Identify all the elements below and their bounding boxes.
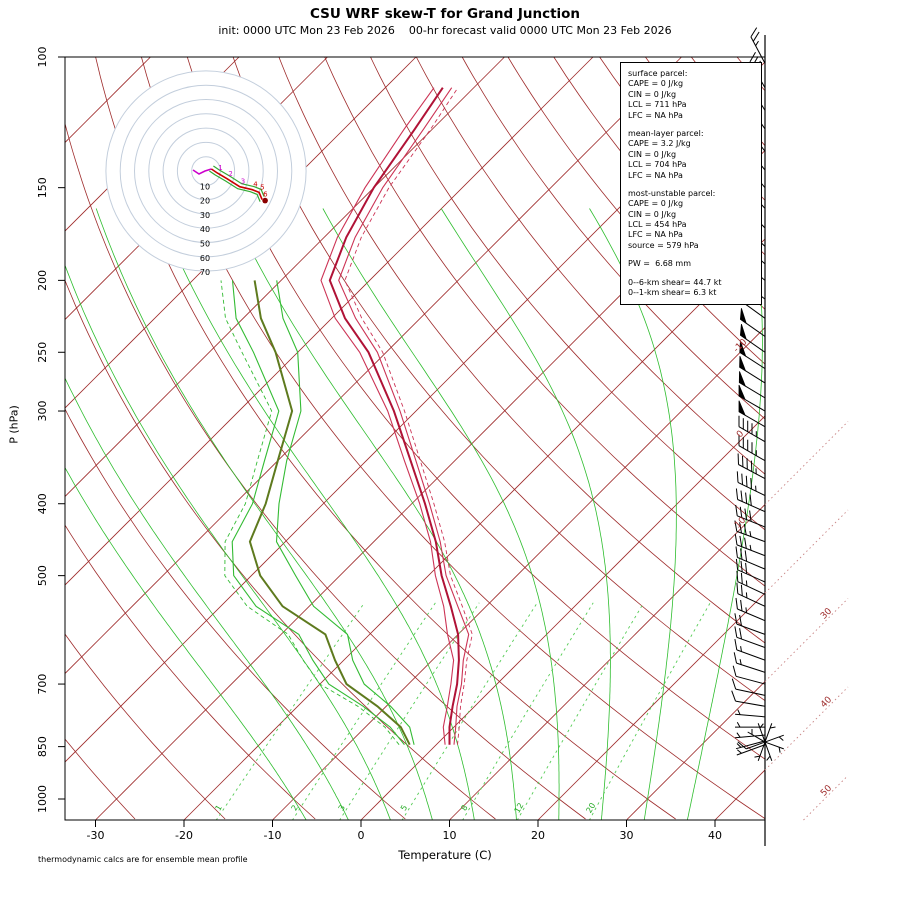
- hodograph-km-label: 5: [260, 183, 264, 191]
- pressure-tick-label: 200: [36, 270, 49, 291]
- parcel-section-title: surface parcel:: [628, 69, 688, 78]
- hodograph-ring-label: 10: [200, 182, 210, 191]
- parcel-info-line: LFC = NA hPa: [628, 110, 683, 120]
- hodograph-km-label: 6: [263, 191, 268, 199]
- mixing-ratio-label: 1: [214, 803, 224, 812]
- temperature-tick-label: -20: [175, 829, 193, 842]
- pressure-tick-label: 850: [36, 736, 49, 757]
- parcel-section: mean-layer parcel: CAPE = 3.2 J/kg CIN = 0…: [628, 129, 754, 181]
- mixing-ratio-label: 8: [459, 803, 469, 812]
- sounding-profiles: [220, 87, 473, 746]
- hodograph-ring-label: 60: [200, 254, 210, 263]
- chart-subtitle: init: 0000 UTC Mon 23 Feb 2026 00-hr for…: [218, 24, 672, 37]
- temperature-tick-label: 30: [620, 829, 634, 842]
- hodograph-km-label: 1: [218, 164, 222, 172]
- isotherm-label: 40: [819, 695, 834, 710]
- parcel-section: most-unstable parcel: CAPE = 0 J/kg CIN = …: [628, 189, 754, 251]
- temperature-tick-label: 40: [708, 829, 722, 842]
- hodograph-km-label: 4: [253, 181, 258, 189]
- mixing-ratio-label: 2: [290, 803, 300, 812]
- parcel-info-line: LCL = 711 hPa: [628, 100, 687, 110]
- hodograph-ring-label: 40: [200, 225, 210, 234]
- hodograph: 10 20 30 40 50 60 70 12 3 4 56: [105, 70, 307, 277]
- temperature-tick-label: 20: [531, 829, 545, 842]
- parcel-info-line: CAPE = 0 J/kg: [628, 79, 684, 89]
- parcel-info-line: LCL = 704 hPa: [628, 160, 687, 170]
- hodograph-ring-label: 50: [200, 240, 210, 249]
- parcel-info-line: CAPE = 3.2 J/kg: [628, 139, 691, 149]
- pressure-tick-label: 250: [36, 342, 49, 363]
- pressure-tick-label: 150: [36, 177, 49, 198]
- parcel-info-line: LCL = 454 hPa: [628, 220, 687, 230]
- hodograph-ring-label: 30: [200, 211, 210, 220]
- hodograph-ring-label: 70: [200, 268, 210, 277]
- parcel-section-title: most-unstable parcel:: [628, 188, 716, 198]
- mixing-ratio-label: 20: [584, 801, 597, 814]
- x-axis-label: Temperature (C): [398, 848, 492, 862]
- footer-note: thermodynamic calcs are for ensemble mea…: [38, 855, 248, 864]
- shear-line: 0--6-km shear= 44.7 kt: [628, 277, 722, 287]
- parcel-info-line: CIN = 0 J/kg: [628, 89, 677, 99]
- mixing-ratio-label: 12: [513, 801, 526, 814]
- parcel-info-line: source = 579 hPa: [628, 240, 699, 250]
- temperature-tick-label: -10: [264, 829, 282, 842]
- temperature-tick-label: -30: [87, 829, 105, 842]
- parcel-info-line: CAPE = 0 J/kg: [628, 199, 684, 209]
- pressure-tick-label: 1000: [36, 785, 49, 813]
- pressure-tick-label: 700: [36, 674, 49, 695]
- mixing-ratio-label: 5: [399, 803, 409, 812]
- y-axis-label: P (hPa): [7, 405, 21, 444]
- hodograph-km-label: 2: [228, 170, 232, 178]
- chart-title: CSU WRF skew-T for Grand Junction: [309, 6, 581, 22]
- isotherm-label: 0: [735, 429, 746, 440]
- mixing-ratio-label: 3: [337, 803, 347, 812]
- shear-line: 0--1-km shear= 6.3 kt: [628, 288, 717, 298]
- parcel-info-line: CIN = 0 J/kg: [628, 209, 677, 219]
- parcel-section-title: mean-layer parcel:: [628, 128, 704, 138]
- parcel-info-panel: surface parcel: CAPE = 0 J/kg CIN = 0 J/kg…: [620, 62, 762, 306]
- pressure-tick-label: 100: [36, 47, 49, 68]
- pressure-tick-label: 300: [36, 401, 49, 422]
- parcel-info-line: LFC = NA hPa: [628, 230, 683, 240]
- pressure-tick-label: 400: [36, 493, 49, 514]
- parcel-info-line: CIN = 0 J/kg: [628, 149, 677, 159]
- parcel-section: surface parcel: CAPE = 0 J/kg CIN = 0 J/kg…: [628, 69, 754, 121]
- pressure-tick-label: 500: [36, 565, 49, 586]
- isotherm-label: 30: [819, 606, 834, 621]
- hodograph-km-label: 3: [241, 178, 245, 186]
- hodograph-ring-label: 20: [200, 197, 210, 206]
- temperature-tick-label: 0: [358, 829, 365, 842]
- pw-line: PW = 6.68 mm: [628, 259, 692, 269]
- temperature-tick-label: 10: [443, 829, 457, 842]
- parcel-info-line: LFC = NA hPa: [628, 170, 683, 180]
- isotherm-label: 50: [819, 783, 834, 798]
